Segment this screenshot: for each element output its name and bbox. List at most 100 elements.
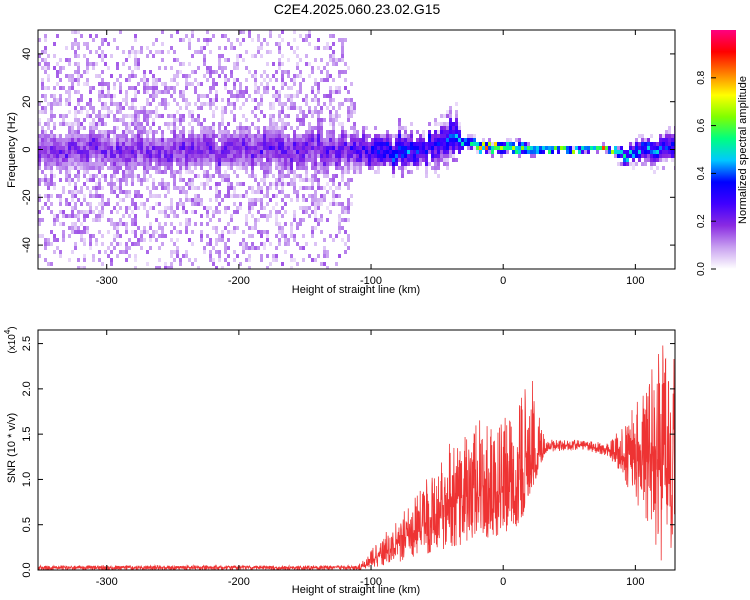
heatmap-cell — [173, 138, 176, 142]
heatmap-cell — [218, 158, 221, 162]
heatmap-cell — [89, 238, 92, 242]
heatmap-cell — [104, 142, 107, 146]
heatmap-cell — [122, 98, 125, 102]
heatmap-cell — [146, 110, 149, 114]
heatmap-cell — [200, 166, 203, 170]
heatmap-cell — [164, 182, 167, 186]
heatmap-cell — [56, 34, 59, 38]
heatmap-cell — [77, 150, 80, 154]
heatmap-cell — [65, 90, 68, 94]
heatmap-cell — [74, 146, 77, 150]
heatmap-cell — [278, 142, 281, 146]
heatmap-cell — [152, 158, 155, 162]
heatmap-cell — [401, 170, 404, 174]
heatmap-cell — [323, 146, 326, 150]
heatmap-cell — [326, 74, 329, 78]
heatmap-cell — [77, 74, 80, 78]
heatmap-cell — [518, 150, 521, 154]
heatmap-cell — [122, 222, 125, 226]
heatmap-cell — [260, 198, 263, 202]
heatmap-cell — [161, 182, 164, 186]
heatmap-cell — [209, 138, 212, 142]
heatmap-cell — [62, 214, 65, 218]
heatmap-cell — [179, 138, 182, 142]
heatmap-cell — [194, 186, 197, 190]
heatmap-cell — [443, 162, 446, 166]
heatmap-cell — [137, 118, 140, 122]
heatmap-cell — [137, 154, 140, 158]
heatmap-cell — [335, 146, 338, 150]
heatmap-cell — [221, 142, 224, 146]
heatmap-cell — [215, 170, 218, 174]
heatmap-cell — [266, 238, 269, 242]
heatmap-cell — [38, 158, 41, 162]
heatmap-cell — [80, 138, 83, 142]
heatmap-cell — [47, 74, 50, 78]
heatmap-cell — [314, 110, 317, 114]
heatmap-cell — [509, 146, 512, 150]
heatmap-cell — [203, 74, 206, 78]
heatmap-cell — [116, 66, 119, 70]
heatmap-cell — [263, 134, 266, 138]
heatmap-cell — [305, 34, 308, 38]
heatmap-cell — [461, 146, 464, 150]
heatmap-cell — [161, 102, 164, 106]
heatmap-cell — [95, 122, 98, 126]
heatmap-cell — [74, 190, 77, 194]
heatmap-cell — [455, 122, 458, 126]
heatmap-cell — [122, 190, 125, 194]
heatmap-cell — [302, 210, 305, 214]
heatmap-cell — [113, 170, 116, 174]
heatmap-cell — [38, 150, 41, 154]
heatmap-cell — [440, 114, 443, 118]
heatmap-cell — [353, 122, 356, 126]
heatmap-cell — [281, 166, 284, 170]
heatmap-cell — [71, 206, 74, 210]
heatmap-cell — [506, 146, 509, 150]
heatmap-cell — [176, 154, 179, 158]
heatmap-cell — [338, 226, 341, 230]
heatmap-cell — [413, 142, 416, 146]
heatmap-cell — [77, 170, 80, 174]
heatmap-cell — [308, 254, 311, 258]
heatmap-cell — [326, 130, 329, 134]
heatmap-cell — [551, 146, 554, 150]
heatmap-cell — [404, 142, 407, 146]
heatmap-cell — [308, 186, 311, 190]
heatmap-cell — [80, 106, 83, 110]
heatmap-cell — [182, 94, 185, 98]
heatmap-cell — [125, 258, 128, 262]
heatmap-cell — [59, 250, 62, 254]
heatmap-cell — [149, 138, 152, 142]
heatmap-cell — [383, 162, 386, 166]
heatmap-cell — [305, 54, 308, 58]
heatmap-cell — [347, 158, 350, 162]
heatmap-cell — [233, 250, 236, 254]
heatmap-cell — [398, 150, 401, 154]
heatmap-cell — [155, 130, 158, 134]
heatmap-cell — [257, 218, 260, 222]
heatmap-cell — [107, 134, 110, 138]
heatmap-cell — [230, 94, 233, 98]
heatmap-cell — [77, 78, 80, 82]
heatmap-cell — [350, 162, 353, 166]
heatmap-cell — [218, 234, 221, 238]
heatmap-cell — [44, 94, 47, 98]
heatmap-cell — [308, 110, 311, 114]
heatmap-cell — [338, 218, 341, 222]
heatmap-cell — [335, 86, 338, 90]
heatmap-cell — [104, 122, 107, 126]
heatmap-cell — [170, 146, 173, 150]
heatmap-cell — [149, 126, 152, 130]
heatmap-cell — [455, 118, 458, 122]
heatmap-cell — [242, 138, 245, 142]
heatmap-cell — [164, 210, 167, 214]
heatmap-cell — [227, 190, 230, 194]
heatmap-cell — [68, 58, 71, 62]
heatmap-cell — [104, 114, 107, 118]
heatmap-cell — [110, 150, 113, 154]
heatmap-cell — [125, 178, 128, 182]
heatmap-cell — [182, 62, 185, 66]
heatmap-cell — [590, 146, 593, 150]
heatmap-cell — [497, 150, 500, 154]
